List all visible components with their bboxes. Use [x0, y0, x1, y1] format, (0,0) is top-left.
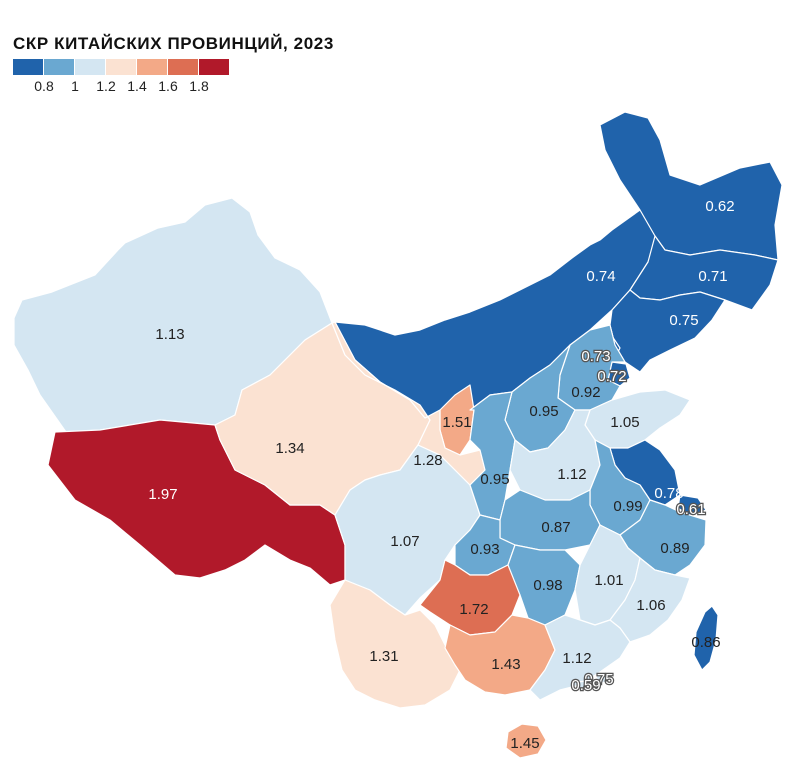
province-label: 0.86: [691, 634, 720, 651]
province-label: 1.07: [390, 533, 419, 550]
province-label: 1.12: [557, 466, 586, 483]
map-title: СКР КИТАЙСКИХ ПРОВИНЦИЙ, 2023: [13, 34, 334, 53]
province-label: 0.87: [541, 519, 570, 536]
province-yunnan[interactable]: [329, 579, 461, 709]
province-label: 1.06: [636, 597, 665, 614]
province-label: 1.28: [413, 452, 442, 469]
province-label: 0.75: [669, 312, 698, 329]
color-legend: [13, 59, 230, 75]
province-label: 1.12: [562, 650, 591, 667]
province-label: 0.92: [571, 384, 600, 401]
province-label: 0.72: [597, 368, 626, 385]
legend-tick: 1: [71, 78, 79, 94]
legend-swatch: [137, 59, 167, 75]
province-hong-kong[interactable]: [595, 672, 609, 685]
province-label: 1.43: [491, 656, 520, 673]
legend-tick: 1.8: [189, 78, 209, 94]
province-label: 0.75: [584, 671, 613, 688]
legend-tick: 1.4: [127, 78, 147, 94]
province-fujian[interactable]: [609, 557, 691, 643]
province-label: 0.98: [533, 577, 562, 594]
province-liaoning[interactable]: [609, 289, 726, 373]
province-label: 1.72: [459, 601, 488, 618]
province-label: 0.73: [581, 348, 610, 365]
province-label: 0.62: [705, 198, 734, 215]
province-label: 1.13: [155, 326, 184, 343]
province-guizhou[interactable]: [419, 559, 521, 636]
legend-swatch: [75, 59, 105, 75]
province-label: 0.61: [676, 501, 705, 518]
province-label: 0.71: [698, 268, 727, 285]
legend-swatch: [13, 59, 43, 75]
province-hainan[interactable]: [505, 723, 547, 759]
province-label: 0.78: [654, 485, 683, 502]
province-label: 0.74: [586, 268, 615, 285]
legend-swatch: [199, 59, 229, 75]
province-heilongjiang[interactable]: [599, 111, 783, 261]
legend-swatch: [44, 59, 74, 75]
province-label: 0.95: [480, 471, 509, 488]
province-label: 1.05: [610, 414, 639, 431]
province-label: 0.89: [660, 540, 689, 557]
province-label: 0.59: [571, 677, 600, 694]
province-label: 1.01: [594, 572, 623, 589]
province-label: 1.51: [442, 414, 471, 431]
province-label: 1.34: [275, 440, 304, 457]
province-label: 0.99: [613, 498, 642, 515]
province-taiwan[interactable]: [693, 605, 719, 671]
legend-ticks: 0.8 1 1.2 1.4 1.6 1.8: [13, 78, 243, 94]
legend-swatch: [106, 59, 136, 75]
province-label: 1.31: [369, 648, 398, 665]
province-label: 1.97: [148, 486, 177, 503]
province-macau[interactable]: [577, 680, 588, 690]
province-shanghai[interactable]: [677, 494, 707, 517]
province-label: 1.45: [510, 735, 539, 752]
province-guangdong[interactable]: [529, 614, 631, 701]
legend-tick: 1.6: [158, 78, 178, 94]
province-label: 0.95: [529, 403, 558, 420]
legend-tick: 1.2: [96, 78, 116, 94]
province-label: 0.93: [470, 541, 499, 558]
legend-tick: 0.8: [34, 78, 54, 94]
legend-swatch: [168, 59, 198, 75]
